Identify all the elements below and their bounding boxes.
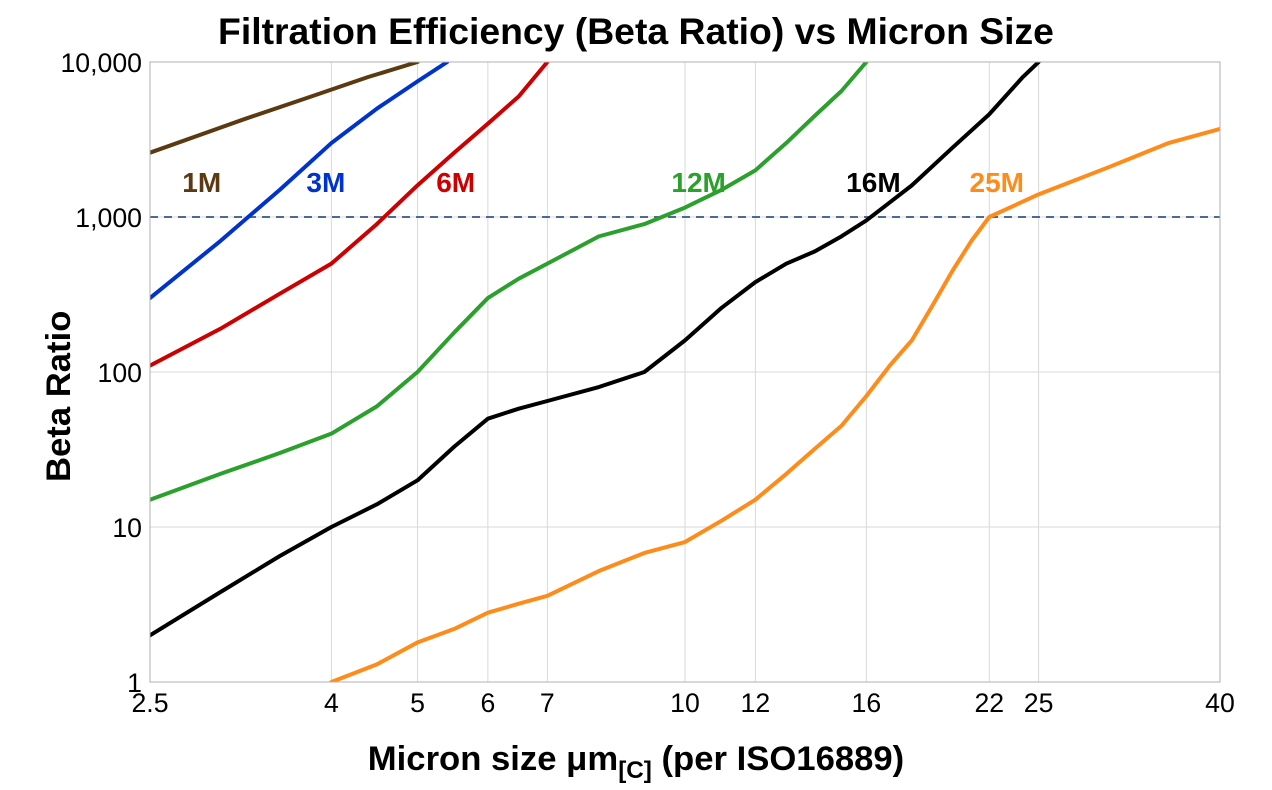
- series-label-1M: 1M: [182, 167, 221, 199]
- y-tick-label: 100: [98, 358, 142, 389]
- chart-svg: [0, 0, 1272, 790]
- series-label-25M: 25M: [970, 167, 1024, 199]
- chart-container: Filtration Efficiency (Beta Ratio) vs Mi…: [0, 0, 1272, 790]
- x-tick-label: 16: [836, 688, 896, 719]
- x-tick-label: 12: [725, 688, 785, 719]
- x-tick-label: 7: [517, 688, 577, 719]
- series-label-12M: 12M: [671, 167, 725, 199]
- x-tick-label: 6: [458, 688, 518, 719]
- x-tick-label: 4: [301, 688, 361, 719]
- series-label-3M: 3M: [306, 167, 345, 199]
- y-tick-label: 10,000: [60, 48, 142, 79]
- y-tick-label: 1,000: [75, 203, 142, 234]
- y-tick-label: 1: [127, 668, 142, 699]
- y-tick-label: 10: [112, 513, 142, 544]
- series-label-6M: 6M: [436, 167, 475, 199]
- x-tick-label: 5: [388, 688, 448, 719]
- x-tick-label: 40: [1190, 688, 1250, 719]
- x-tick-label: 10: [655, 688, 715, 719]
- series-label-16M: 16M: [846, 167, 900, 199]
- x-tick-label: 25: [1009, 688, 1069, 719]
